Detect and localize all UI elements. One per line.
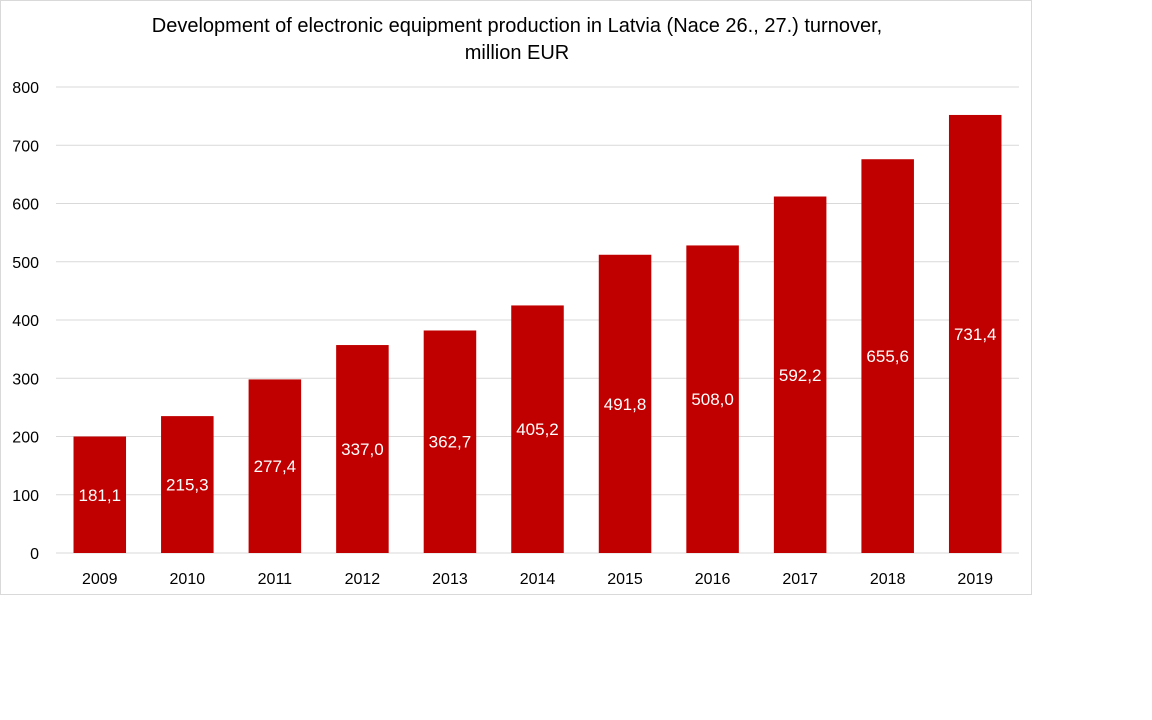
x-tick-label-2013: 2013 xyxy=(432,571,468,588)
data-label-2016: 508,0 xyxy=(691,390,734,409)
y-tick-label: 200 xyxy=(12,430,39,447)
bar-2012 xyxy=(336,345,389,553)
chart-title-line-2: million EUR xyxy=(464,42,570,64)
bar-2019 xyxy=(948,114,1002,554)
data-label-2013: 362,7 xyxy=(429,433,472,452)
bar-2015 xyxy=(598,254,652,553)
y-tick-label: 0 xyxy=(30,546,39,563)
y-tick-label: 800 xyxy=(12,80,39,97)
bar-2010 xyxy=(161,416,214,553)
x-tick-label-2010: 2010 xyxy=(170,571,206,588)
x-tick-label-2011: 2011 xyxy=(258,571,293,588)
chart-title-line-1: Development of electronic equipment prod… xyxy=(151,15,883,37)
bar-2016 xyxy=(686,245,739,553)
data-label-2012: 337,0 xyxy=(341,440,384,459)
data-label-2011: 277,4 xyxy=(254,457,297,476)
y-tick-label: 400 xyxy=(12,313,39,330)
data-label-2018: 655,6 xyxy=(866,347,909,366)
data-label-2019: 731,4 xyxy=(954,325,997,344)
chart-frame: Development of electronic equipment prod… xyxy=(0,0,1032,595)
y-tick-label: 500 xyxy=(12,255,39,272)
x-tick-label-2014: 2014 xyxy=(520,571,556,588)
bar-2014 xyxy=(511,305,564,553)
bar-2013 xyxy=(423,330,477,553)
x-tick-label-2016: 2016 xyxy=(695,571,731,588)
x-tick-label-2018: 2018 xyxy=(870,571,906,588)
bar-2011 xyxy=(248,379,302,553)
bar-2017 xyxy=(773,196,827,553)
x-tick-label-2012: 2012 xyxy=(345,571,381,588)
y-tick-label: 300 xyxy=(12,371,39,388)
data-label-2014: 405,2 xyxy=(516,420,559,439)
x-tick-label-2019: 2019 xyxy=(957,571,993,588)
y-tick-label: 600 xyxy=(12,197,39,214)
y-tick-label: 100 xyxy=(12,488,39,505)
data-label-2017: 592,2 xyxy=(779,366,822,385)
x-tick-label-2009: 2009 xyxy=(82,571,118,588)
data-label-2010: 215,3 xyxy=(166,476,209,495)
x-tick-label-2015: 2015 xyxy=(607,571,643,588)
data-label-2009: 181,1 xyxy=(78,486,121,505)
data-label-2015: 491,8 xyxy=(604,395,647,414)
chart-title: Development of electronic equipment prod… xyxy=(1,13,1033,67)
y-tick-label: 700 xyxy=(12,138,39,155)
bar-2018 xyxy=(861,159,914,554)
bar-chart: 0 100 200 300 400 500 600 700 800 181,1 2009 215,3 2… xyxy=(12,80,1019,588)
bar-2009 xyxy=(73,436,127,553)
x-tick-label-2017: 2017 xyxy=(782,571,818,588)
